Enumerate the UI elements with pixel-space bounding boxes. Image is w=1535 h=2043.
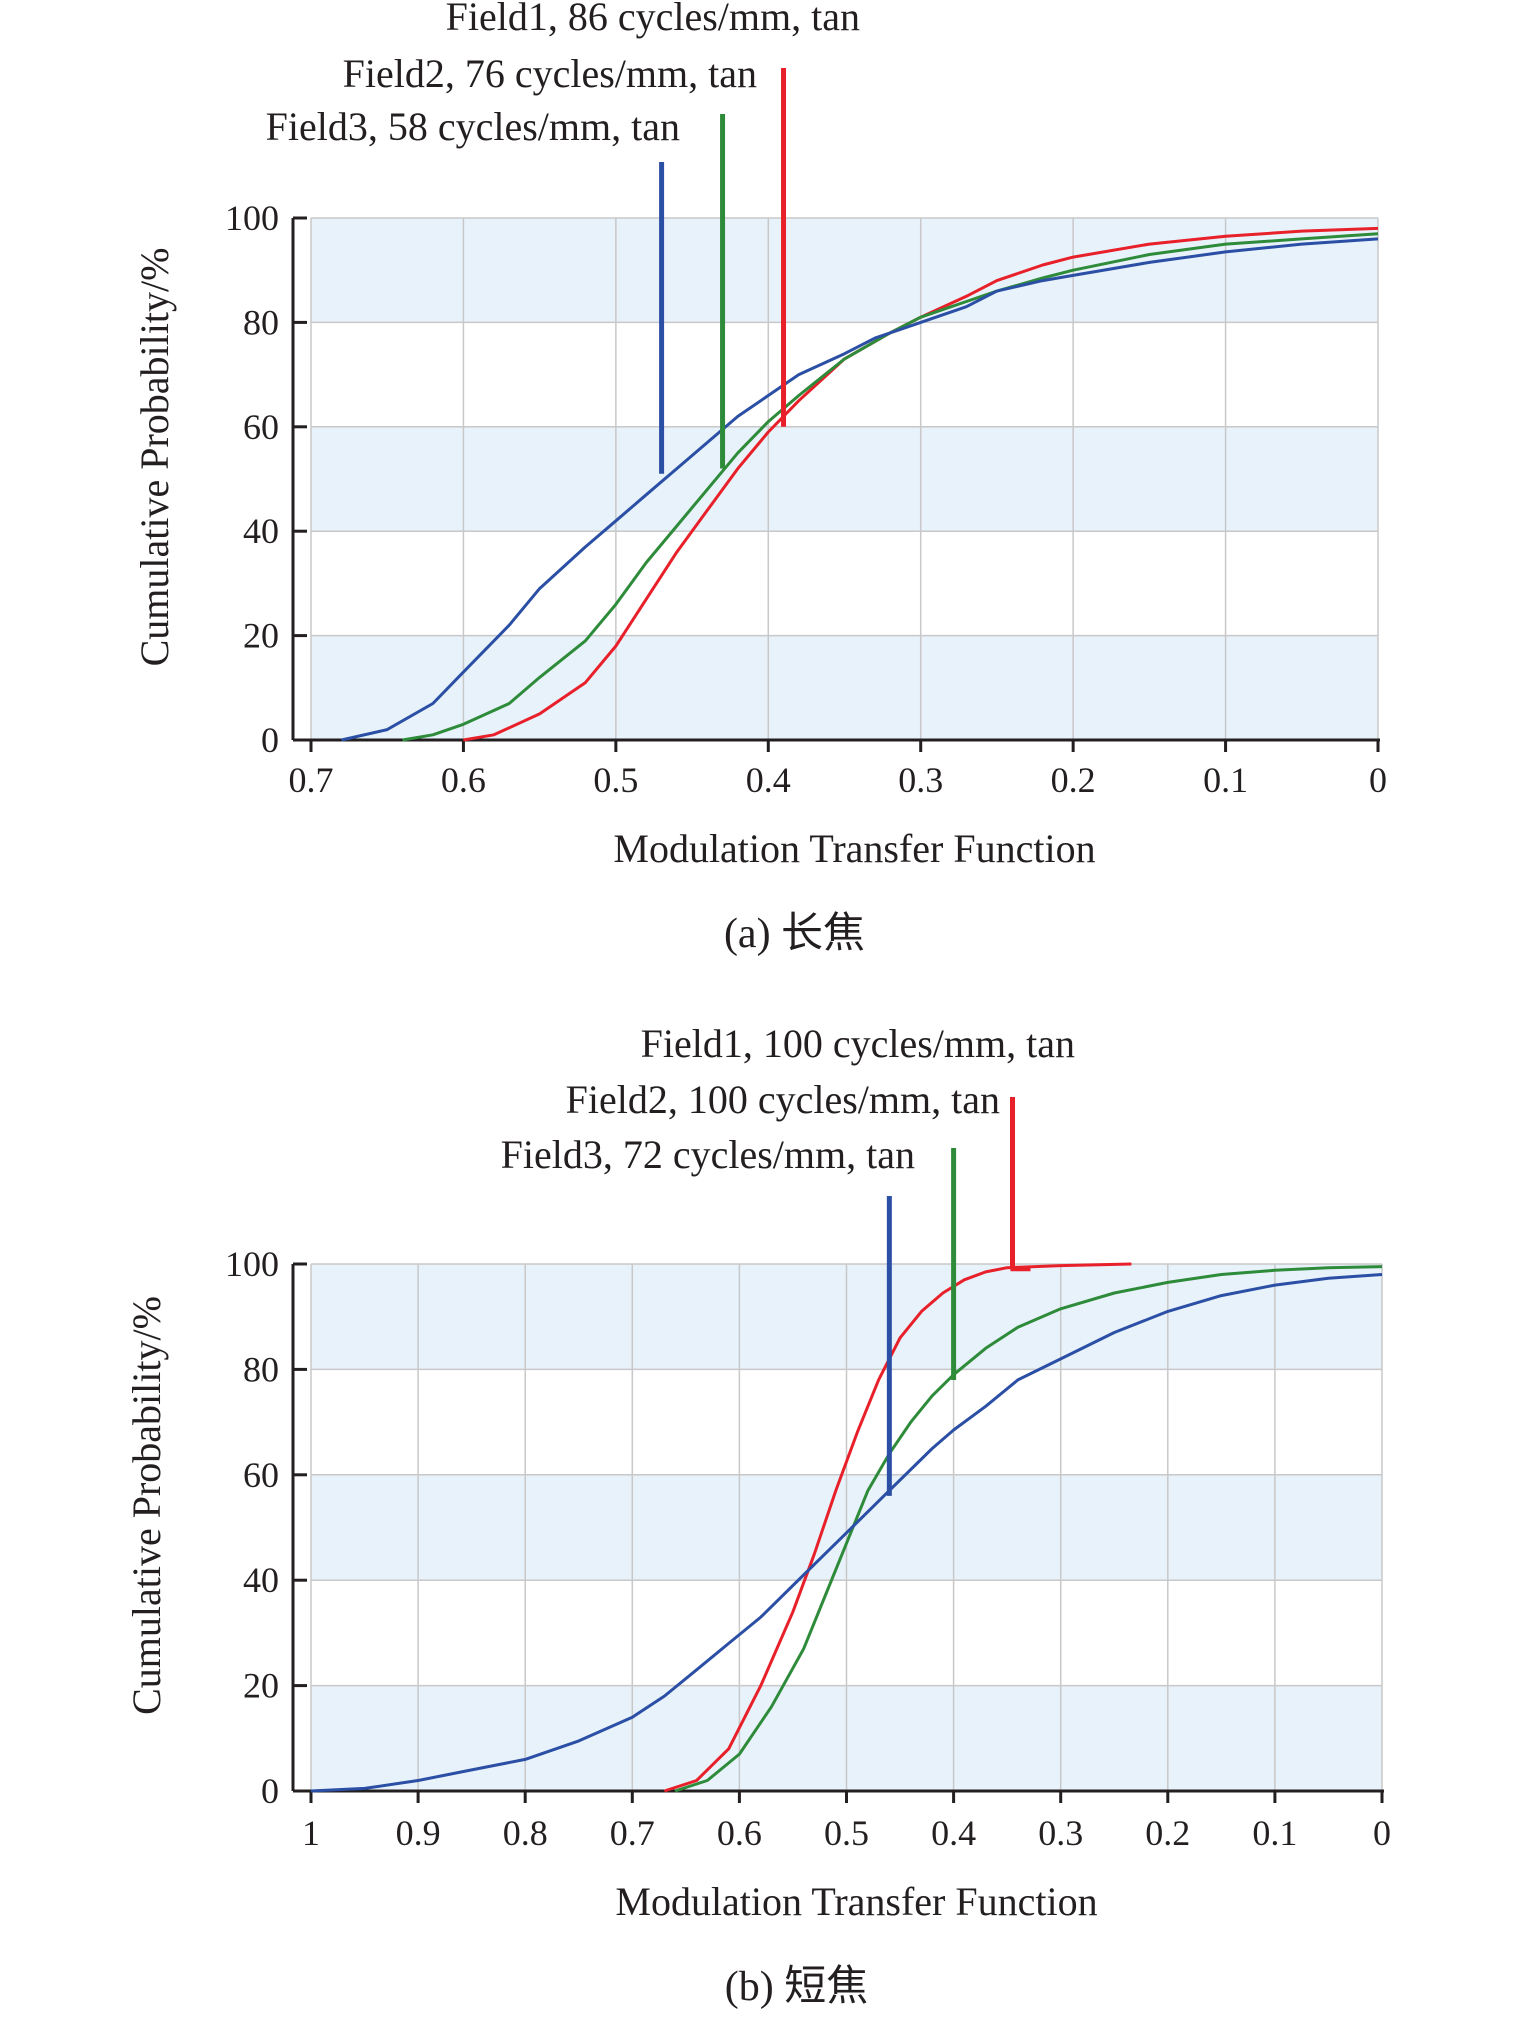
- y-tick-label: 0: [261, 1771, 279, 1811]
- annotation-label-2: Field2, 100 cycles/mm, tan: [566, 1077, 1000, 1122]
- caption: (a) 长焦: [724, 911, 865, 957]
- x-tick-label: 0.2: [1051, 760, 1096, 800]
- series-line-3: [310, 1273, 1383, 1793]
- series-line-1: [663, 1262, 1132, 1793]
- plot-band: [311, 218, 1378, 323]
- x-tick-label: 0.5: [593, 760, 638, 800]
- x-tick-label: 0.6: [441, 760, 486, 800]
- x-tick-label: 0.1: [1252, 1813, 1297, 1853]
- plot-band: [311, 635, 1378, 740]
- annotation-label-3: Field3, 72 cycles/mm, tan: [501, 1132, 915, 1177]
- chart-2: 0 20 40 60 80 100 1 0.9 0.8 0.7 0.6 0.5 0.4 0.3 0.2 0.1…: [124, 1021, 1391, 2010]
- x-tick-label: 0.7: [610, 1813, 655, 1853]
- x-tick-label: 1: [302, 1813, 320, 1853]
- annotation-label-1: Field1, 100 cycles/mm, tan: [641, 1021, 1075, 1066]
- x-tick-label: 0.7: [289, 760, 334, 800]
- y-tick-label: 0: [261, 720, 279, 760]
- x-tick-label: 0.4: [931, 1813, 976, 1853]
- series-line-1: [463, 226, 1379, 742]
- annotation-label-1: Field1, 86 cycles/mm, tan: [446, 0, 860, 39]
- x-tick-label: 0.3: [1038, 1813, 1083, 1853]
- plot-band: [311, 426, 1378, 532]
- x-tick-label: 0.8: [503, 1813, 548, 1853]
- annotation-label-3: Field3, 58 cycles/mm, tan: [266, 104, 680, 149]
- y-tick-label: 60: [243, 407, 279, 447]
- y-tick-label: 100: [225, 198, 279, 238]
- x-tick-label: 0.1: [1203, 760, 1248, 800]
- x-tick-label: 0.5: [824, 1813, 869, 1853]
- series-line-3: [341, 237, 1379, 742]
- caption: (b) 短焦: [725, 1964, 868, 2010]
- y-tick-label: 40: [243, 511, 279, 551]
- y-tick-label: 80: [243, 1349, 279, 1389]
- x-tick-label: 0.2: [1145, 1813, 1190, 1853]
- y-tick-label: 80: [243, 302, 279, 342]
- x-axis-title: Modulation Transfer Function: [615, 1879, 1097, 1924]
- annotation-label-2: Field2, 76 cycles/mm, tan: [343, 51, 757, 96]
- x-tick-label: 0: [1369, 760, 1387, 800]
- x-tick-label: 0.4: [746, 760, 791, 800]
- y-tick-label: 20: [243, 1666, 279, 1706]
- chart-1: 0 20 40 60 80 100 0.7 0.6 0.5 0.4 0.3 0.2 0.1 0 Modula…: [132, 0, 1387, 957]
- y-tick-label: 40: [243, 1560, 279, 1600]
- x-tick-label: 0: [1373, 1813, 1391, 1853]
- y-axis-title: Cumulative Probability/%: [132, 248, 177, 667]
- series-line-2: [674, 1265, 1383, 1793]
- x-tick-label: 0.9: [396, 1813, 441, 1853]
- y-axis-title: Cumulative Probability/%: [124, 1296, 169, 1715]
- x-axis-title: Modulation Transfer Function: [613, 826, 1095, 871]
- x-tick-label: 0.3: [898, 760, 943, 800]
- y-tick-label: 100: [225, 1244, 279, 1284]
- y-tick-label: 60: [243, 1455, 279, 1495]
- y-tick-label: 20: [243, 616, 279, 656]
- x-tick-label: 0.6: [717, 1813, 762, 1853]
